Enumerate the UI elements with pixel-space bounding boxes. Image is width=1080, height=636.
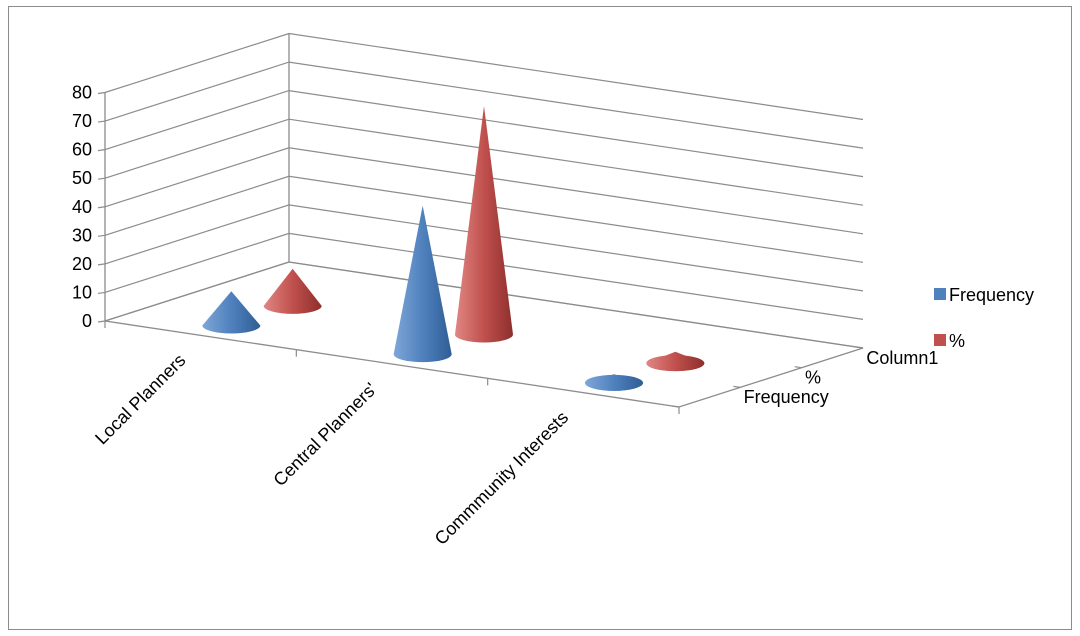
cone-percent: [263, 268, 322, 314]
gridline: [104, 32, 864, 121]
cone-percent: [455, 106, 513, 343]
legend-label: Frequency: [949, 285, 1034, 305]
y-tick-mark: [97, 206, 106, 209]
cone-chart: 0 10 20 30 40 50 60 70 80 Local Planners Central P…: [72, 32, 1034, 549]
cone-series: [202, 106, 705, 391]
category-label: Central Planners': [269, 379, 380, 490]
gridline: [104, 61, 864, 149]
y-tick-label: 50: [72, 168, 92, 188]
y-tick-label: 30: [72, 225, 92, 245]
cone-frequency: [393, 205, 452, 363]
gridlines: [97, 32, 864, 414]
depth-tick-mark: [794, 366, 802, 369]
y-tick-label: 20: [72, 254, 92, 274]
chart-area: 0 10 20 30 40 50 60 70 80 Local Planners Central P…: [8, 6, 1072, 630]
y-tick-label: 0: [82, 311, 92, 331]
gridline: [104, 261, 864, 349]
legend: Frequency%: [934, 285, 1034, 351]
depth-tick-mark: [855, 346, 864, 349]
y-tick-mark: [97, 177, 106, 180]
cone-base: [646, 355, 705, 372]
category-label: Local Planners: [91, 350, 189, 448]
cone-body: [393, 205, 452, 363]
depth-label: %: [805, 368, 821, 388]
cone-body: [202, 291, 261, 334]
legend-label: %: [949, 331, 965, 351]
y-tick-label: 70: [72, 111, 92, 131]
gridline: [104, 204, 864, 292]
y-tick-mark: [97, 120, 106, 123]
cone-frequency: [585, 374, 643, 391]
y-tick-mark: [97, 234, 106, 237]
y-tick-mark: [97, 263, 106, 266]
legend-swatch: [934, 288, 946, 300]
cone-body: [455, 106, 513, 343]
depth-tick-mark: [733, 385, 741, 388]
y-tick-mark: [97, 291, 106, 295]
y-tick-label: 80: [72, 83, 92, 103]
depth-label: Column1: [866, 348, 938, 368]
gridline: [104, 147, 864, 235]
y-tick-mark: [97, 149, 106, 152]
gridline: [104, 89, 864, 178]
cone-body: [263, 268, 322, 314]
gridline: [104, 118, 864, 206]
y-tick-mark: [97, 91, 106, 95]
y-tick-label: 10: [72, 282, 92, 302]
depth-label: Frequency: [744, 387, 829, 407]
y-tick-label: 40: [72, 197, 92, 217]
cone-frequency: [202, 291, 261, 334]
cone-percent: [646, 351, 705, 372]
cone-base: [585, 374, 643, 391]
depth-tick-mark: [671, 405, 680, 408]
legend-swatch: [934, 334, 946, 346]
gridline: [104, 232, 864, 320]
category-label: Commmunity Interests: [431, 407, 572, 548]
gridline: [104, 175, 864, 263]
y-tick-mark: [97, 320, 106, 323]
y-tick-label: 60: [72, 140, 92, 160]
